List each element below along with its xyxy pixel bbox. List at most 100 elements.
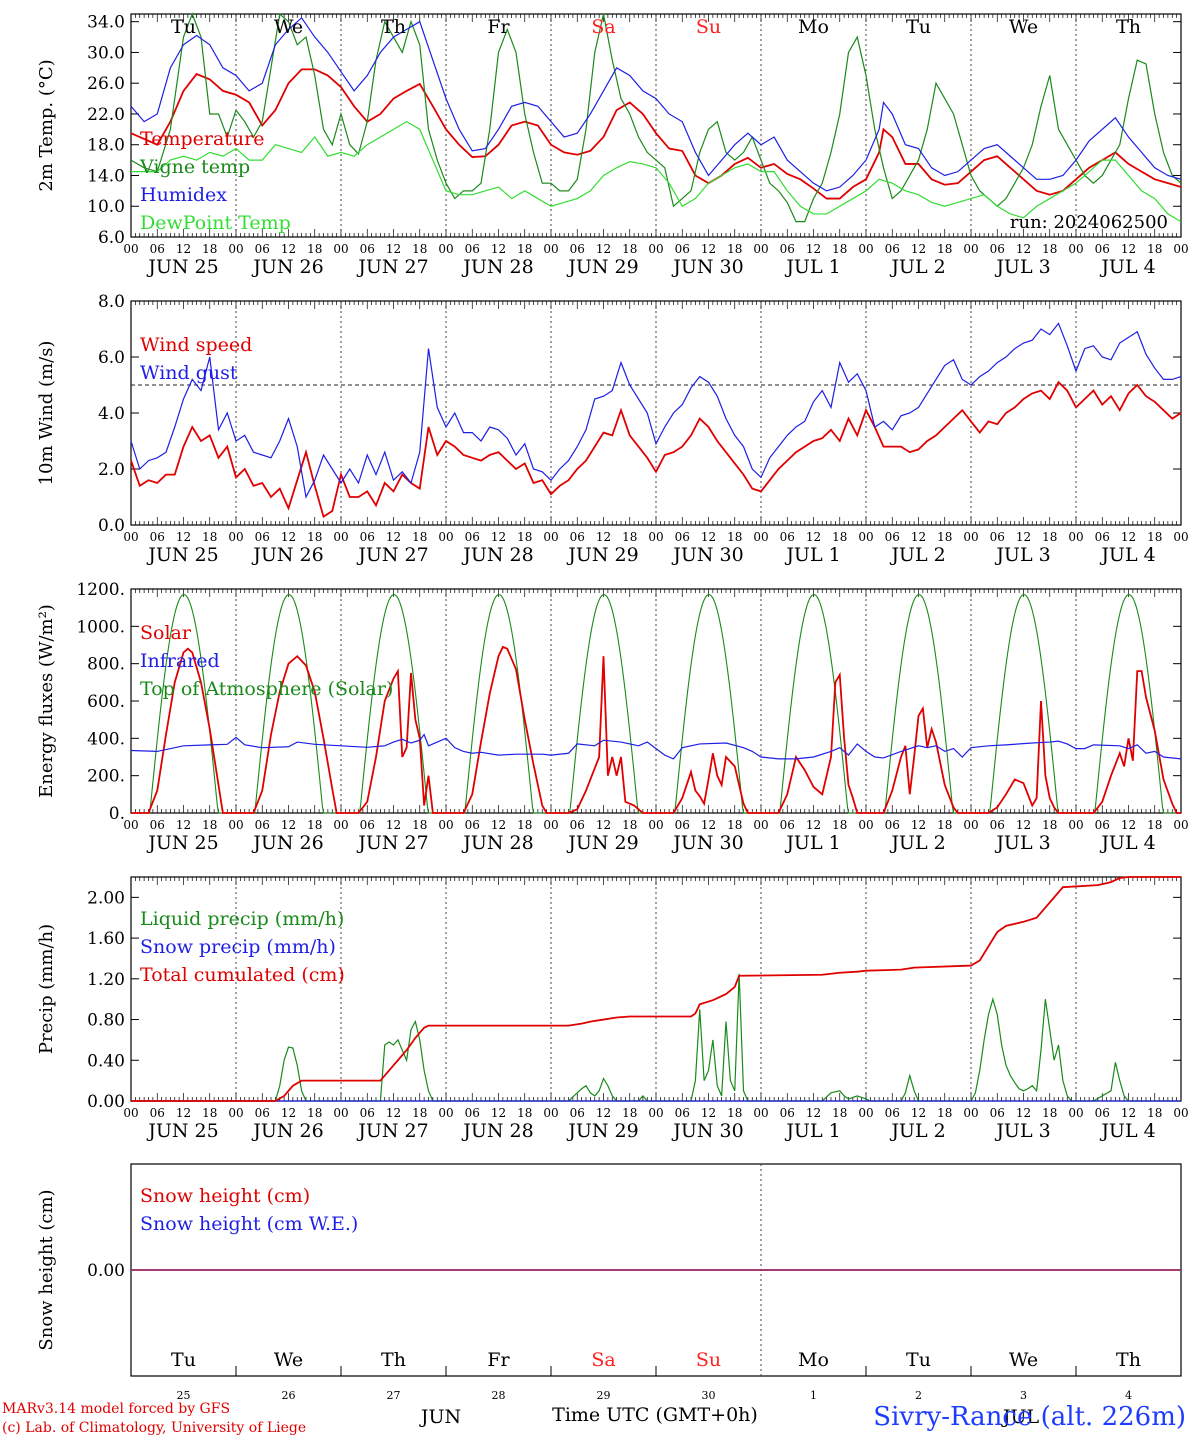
hour-tick-label: 12: [701, 818, 716, 832]
hour-tick-label: 06: [1095, 1106, 1110, 1120]
hour-tick-label: 12: [701, 530, 716, 544]
hour-tick-label: 00: [543, 1106, 558, 1120]
hour-tick-label: 18: [622, 242, 637, 256]
y-tick-label: 0.00: [87, 1261, 125, 1281]
month-label-jun: JUN: [419, 1406, 461, 1428]
hour-tick-label: 12: [911, 242, 926, 256]
hour-tick-label: 18: [307, 242, 322, 256]
hour-tick-label: 12: [911, 530, 926, 544]
hour-tick-label: 06: [255, 242, 270, 256]
legend-entry: Liquid precip (mm/h): [140, 908, 344, 930]
hour-tick-label: 00: [858, 530, 873, 544]
date-label: JUN 25: [146, 832, 218, 854]
hour-tick-label: 18: [832, 530, 847, 544]
date-label: JUN 28: [461, 1120, 533, 1142]
hour-tick-label: 18: [1147, 242, 1162, 256]
run-label: run: 2024062500: [1010, 212, 1168, 233]
hour-tick-label: 00: [543, 242, 558, 256]
hour-tick-label: 12: [806, 818, 821, 832]
hour-tick-label: 06: [150, 1106, 165, 1120]
hour-tick-label: 12: [176, 818, 191, 832]
y-tick-label: 6.0: [98, 348, 125, 368]
hour-tick-label: 06: [570, 1106, 585, 1120]
hour-tick-label: 18: [412, 1106, 427, 1120]
date-label: JUL 4: [1099, 544, 1155, 566]
hour-tick-label: 06: [465, 530, 480, 544]
hour-tick-label: 00: [1068, 1106, 1083, 1120]
hour-tick-label: 00: [1173, 242, 1188, 256]
series-line: [131, 645, 1181, 814]
hour-tick-label: 06: [1095, 818, 1110, 832]
date-label: JUL 1: [784, 256, 840, 278]
hour-tick-label: 00: [1173, 530, 1188, 544]
weekday-label-bottom: Mo: [798, 1349, 829, 1371]
hour-tick-label: 06: [255, 1106, 270, 1120]
date-label: JUN 28: [461, 544, 533, 566]
date-label: JUN 29: [566, 256, 638, 278]
weekday-label: Tu: [906, 16, 931, 38]
date-label: JUL 2: [889, 1120, 945, 1142]
y-tick-label: 0.: [109, 804, 125, 824]
hour-tick-label: 12: [281, 242, 296, 256]
hour-tick-label: 12: [596, 242, 611, 256]
weekday-label-bottom: We: [1009, 1349, 1038, 1371]
hour-tick-label: 06: [465, 1106, 480, 1120]
y-axis-label: Energy fluxes (W/m²): [36, 604, 57, 798]
hour-tick-label: 00: [648, 242, 663, 256]
hour-tick-label: 00: [228, 242, 243, 256]
hour-tick-label: 12: [701, 242, 716, 256]
hour-tick-label: 00: [648, 1106, 663, 1120]
hour-tick-label: 06: [990, 818, 1005, 832]
hour-tick-label: 18: [937, 818, 952, 832]
hour-tick-label: 06: [150, 530, 165, 544]
lab-credit: (c) Lab. of Climatology, University of L…: [2, 1420, 307, 1436]
y-tick-label: 400.: [87, 729, 125, 749]
date-label: JUL 3: [994, 1120, 1050, 1142]
hour-tick-label: 18: [832, 818, 847, 832]
series-line: [130, 16, 1182, 192]
date-label: JUN 27: [356, 1120, 428, 1142]
hour-tick-label: 12: [491, 818, 506, 832]
hour-tick-label: 12: [176, 1106, 191, 1120]
legend-entry: Wind speed: [140, 334, 252, 356]
day-number-label: 3: [1020, 1389, 1027, 1402]
hour-tick-label: 12: [1016, 818, 1031, 832]
hour-tick-label: 06: [885, 530, 900, 544]
date-label: JUN 25: [146, 256, 218, 278]
hour-tick-label: 18: [202, 530, 217, 544]
hour-tick-label: 18: [622, 1106, 637, 1120]
hour-tick-label: 00: [123, 530, 138, 544]
y-tick-label: 0.40: [87, 1051, 125, 1071]
y-tick-label: 18.0: [87, 136, 125, 156]
hour-tick-label: 06: [990, 530, 1005, 544]
hour-tick-label: 06: [150, 818, 165, 832]
hour-tick-label: 00: [438, 242, 453, 256]
hour-tick-label: 12: [176, 530, 191, 544]
weekday-label-bottom: Sa: [591, 1349, 615, 1371]
hour-tick-label: 00: [228, 530, 243, 544]
hour-tick-label: 00: [543, 530, 558, 544]
hour-tick-label: 00: [753, 818, 768, 832]
date-label: JUN 30: [671, 1120, 743, 1142]
legend-entry: Snow precip (mm/h): [140, 936, 336, 958]
day-number-label: 1: [810, 1389, 817, 1402]
day-number-label: 28: [492, 1389, 506, 1402]
legend-entry: Wind gust: [140, 362, 238, 384]
series-line: [131, 120, 1182, 223]
panel-5: 0.00 Snow height (cm) Snow height (cm) Snow…: [36, 1163, 1182, 1377]
date-label: JUL 1: [784, 544, 840, 566]
y-tick-label: 8.0: [98, 292, 125, 312]
y-tick-label: 200.: [87, 767, 125, 787]
weekday-label-bottom: Su: [696, 1349, 721, 1371]
y-tick-label: 34.0: [87, 13, 125, 33]
hour-tick-label: 12: [911, 818, 926, 832]
weekday-label-bottom: Fr: [487, 1349, 510, 1371]
hour-tick-label: 00: [963, 818, 978, 832]
hour-tick-label: 18: [202, 242, 217, 256]
date-label: JUN 28: [461, 256, 533, 278]
model-credit: MARv3.14 model forced by GFS: [2, 1401, 231, 1417]
hour-tick-label: 00: [228, 1106, 243, 1120]
hour-tick-label: 18: [517, 818, 532, 832]
hour-tick-label: 00: [1068, 530, 1083, 544]
